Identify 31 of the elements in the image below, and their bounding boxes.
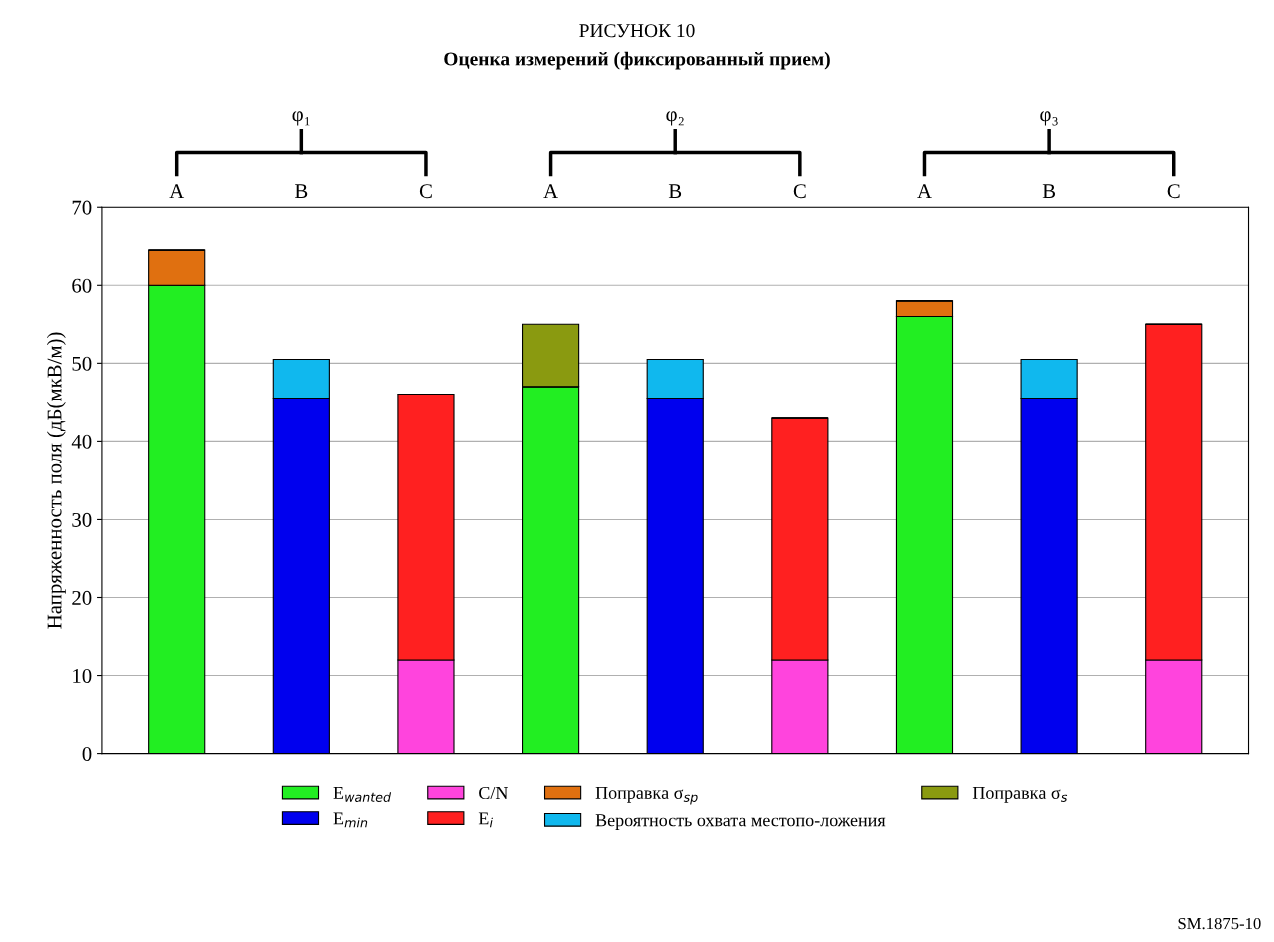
y-tick-label: 60 [72,278,92,293]
y-tick-label: 0 [82,746,92,762]
x-tick-label: C [419,184,432,199]
x-tick-label: B [1042,184,1056,198]
x-tick-label: C [793,184,806,199]
text: φ₃ [1040,111,1058,126]
x-tick-label: C [1167,184,1180,199]
text: SM.1875-10 [1178,917,1261,930]
x-tick-label: A [917,184,932,198]
y-tick-label: 20 [72,590,92,605]
legend-label: Поправка σ$_{sp}$ [595,786,698,805]
text: φ₂ [666,111,684,126]
x-tick-label: B [294,184,308,198]
legend-label: E$_{wanted}$ [333,786,392,802]
text: φ₁ [292,111,310,126]
y-tick-label: 10 [73,668,92,683]
y-tick-label: 70 [72,200,92,215]
legend-label: E$_{i}$ [478,812,493,828]
x-tick-label: A [169,184,185,198]
x-tick-label: A [543,184,558,198]
chart-subtitle: Оценка измерений (фиксированный прием) [444,51,830,70]
y-tick-label: 30 [72,512,92,527]
x-tick-label: B [668,184,682,198]
legend-label: Поправка σ$_{s}$ [972,786,1068,803]
y-axis-title: Напряженность поля (дБ(мкВ/м)) [46,332,66,629]
legend-label: E$_{min}$ [333,812,368,828]
y-tick-label: 50 [72,356,92,371]
y-tick-label: 40 [71,434,92,449]
legend-label: Вероятность охвата местопо-ложения [595,814,886,830]
legend-label: C/N [479,786,508,800]
chart-title: РИСУНОК 10 [579,24,695,38]
